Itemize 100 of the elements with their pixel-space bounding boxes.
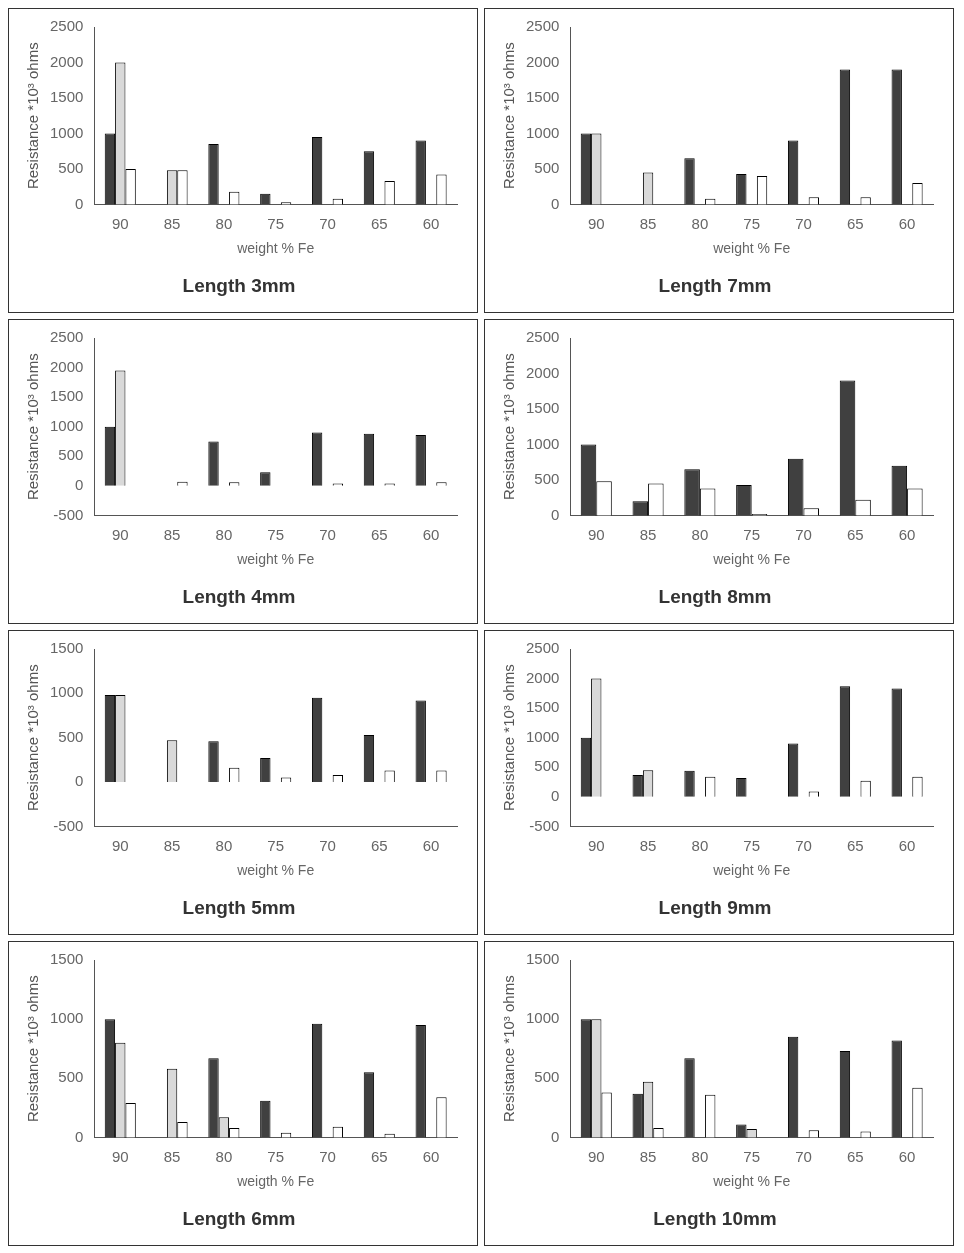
text: Length 9mm xyxy=(658,896,772,918)
x-tick-label: 70 xyxy=(795,214,812,232)
x-tick-label: 60 xyxy=(898,525,916,543)
y-tick-label: 1500 xyxy=(49,950,84,968)
y-tick-label: 2500 xyxy=(525,639,560,657)
y-axis-title: Resistance *10³ ohms xyxy=(24,42,42,190)
x-tick-label: 80 xyxy=(691,1147,709,1165)
y-tick-label: 0 xyxy=(551,505,560,523)
x-tick-label: 70 xyxy=(319,836,336,854)
x-tick-label: 60 xyxy=(422,1147,440,1165)
x-axis-title: weight % Fe xyxy=(236,861,315,878)
x-tick-label: 65 xyxy=(846,1147,864,1165)
y-tick-label: 500 xyxy=(58,446,84,464)
y-tick-label: 1000 xyxy=(525,727,560,745)
y-axis-title: Resistance *10³ ohms xyxy=(24,664,42,812)
y-tick-label: 500 xyxy=(58,159,84,177)
x-tick-label: 85 xyxy=(639,836,657,854)
y-tick-label: 1500 xyxy=(525,88,560,106)
x-tick-label: 85 xyxy=(639,214,657,232)
x-tick-label: 75 xyxy=(267,214,285,232)
x-tick-label: 85 xyxy=(163,836,181,854)
x-tick-label: 90 xyxy=(111,525,129,543)
x-tick-label: 85 xyxy=(163,525,181,543)
y-tick-label: -500 xyxy=(53,505,84,523)
y-tick-label: 1500 xyxy=(525,950,560,968)
y-tick-label: 1500 xyxy=(525,698,560,716)
y-tick-label: 1000 xyxy=(49,123,84,141)
y-tick-label: 1500 xyxy=(525,399,560,417)
y-tick-label: 2000 xyxy=(525,668,560,686)
y-axis-title: Resistance *10³ ohms xyxy=(500,353,518,501)
x-tick-label: 90 xyxy=(587,214,605,232)
y-tick-label: 2500 xyxy=(49,328,84,346)
text: Length 3mm xyxy=(182,274,296,296)
y-tick-label: 2000 xyxy=(525,52,560,70)
y-axis-title: Resistance *10³ ohms xyxy=(500,664,518,812)
x-tick-label: 85 xyxy=(163,214,181,232)
text: Length 5mm xyxy=(182,896,296,918)
x-axis-title: weight % Fe xyxy=(712,239,791,256)
y-tick-label: 0 xyxy=(551,194,560,212)
x-tick-label: 70 xyxy=(319,214,336,232)
x-tick-label: 85 xyxy=(639,525,657,543)
text: Length 4mm xyxy=(182,585,296,607)
x-tick-label: 75 xyxy=(267,525,285,543)
x-tick-label: 65 xyxy=(846,214,864,232)
x-tick-label: 90 xyxy=(111,1147,129,1165)
y-axis-title: Resistance *10³ ohms xyxy=(24,975,42,1123)
x-tick-label: 75 xyxy=(743,836,761,854)
y-tick-label: -500 xyxy=(53,816,84,834)
y-axis-title: Resistance *10³ ohms xyxy=(24,353,42,501)
text: Length 8mm xyxy=(658,585,772,607)
y-tick-label: 2000 xyxy=(525,363,560,381)
x-tick-label: 90 xyxy=(587,836,605,854)
x-axis-title: weight % Fe xyxy=(712,550,791,567)
x-tick-label: 60 xyxy=(898,836,916,854)
y-axis-title: Resistance *10³ ohms xyxy=(500,975,518,1123)
x-tick-label: 70 xyxy=(795,525,812,543)
x-tick-label: 60 xyxy=(422,214,440,232)
x-tick-label: 90 xyxy=(587,1147,605,1165)
text: Length 10mm xyxy=(653,1207,777,1229)
x-axis-title: weight % Fe xyxy=(712,861,791,878)
x-tick-label: 60 xyxy=(898,1147,916,1165)
x-tick-label: 65 xyxy=(846,525,864,543)
x-tick-label: 75 xyxy=(743,1147,761,1165)
x-axis-title: weigth % Fe xyxy=(236,1172,315,1189)
x-axis-title: weight % Fe xyxy=(236,550,315,567)
x-tick-label: 65 xyxy=(370,525,388,543)
y-tick-label: 0 xyxy=(551,786,560,804)
y-tick-label: 0 xyxy=(75,194,84,212)
x-tick-label: 65 xyxy=(370,1147,388,1165)
x-tick-label: 85 xyxy=(163,1147,181,1165)
y-tick-label: 1500 xyxy=(49,639,84,657)
y-tick-label: 1500 xyxy=(49,88,84,106)
y-tick-label: 1000 xyxy=(49,683,84,701)
x-tick-label: 65 xyxy=(846,836,864,854)
x-axis-title: weight % Fe xyxy=(236,239,315,256)
x-tick-label: 75 xyxy=(267,1147,285,1165)
y-tick-label: 1000 xyxy=(525,1009,560,1027)
x-tick-label: 80 xyxy=(691,525,709,543)
y-tick-label: 2500 xyxy=(49,17,84,35)
y-tick-label: 500 xyxy=(534,757,560,775)
y-tick-label: 0 xyxy=(75,772,84,790)
x-tick-label: 80 xyxy=(215,214,233,232)
y-axis-title: Resistance *10³ ohms xyxy=(500,42,518,190)
y-tick-label: 0 xyxy=(75,475,84,493)
y-tick-label: 2500 xyxy=(525,17,560,35)
text: Length 6mm xyxy=(182,1207,296,1229)
y-tick-label: 0 xyxy=(551,1127,560,1145)
y-tick-label: 2000 xyxy=(49,52,84,70)
x-tick-label: 75 xyxy=(743,525,761,543)
y-tick-label: 1000 xyxy=(525,123,560,141)
x-tick-label: 70 xyxy=(795,1147,812,1165)
x-tick-label: 65 xyxy=(370,214,388,232)
y-tick-label: 500 xyxy=(58,1068,84,1086)
x-tick-label: 80 xyxy=(691,214,709,232)
y-tick-label: 500 xyxy=(534,470,560,488)
x-tick-label: 60 xyxy=(422,525,440,543)
x-axis-title: weight % Fe xyxy=(712,1172,791,1189)
x-tick-label: 80 xyxy=(691,836,709,854)
x-tick-label: 80 xyxy=(215,525,233,543)
x-tick-label: 70 xyxy=(319,1147,336,1165)
